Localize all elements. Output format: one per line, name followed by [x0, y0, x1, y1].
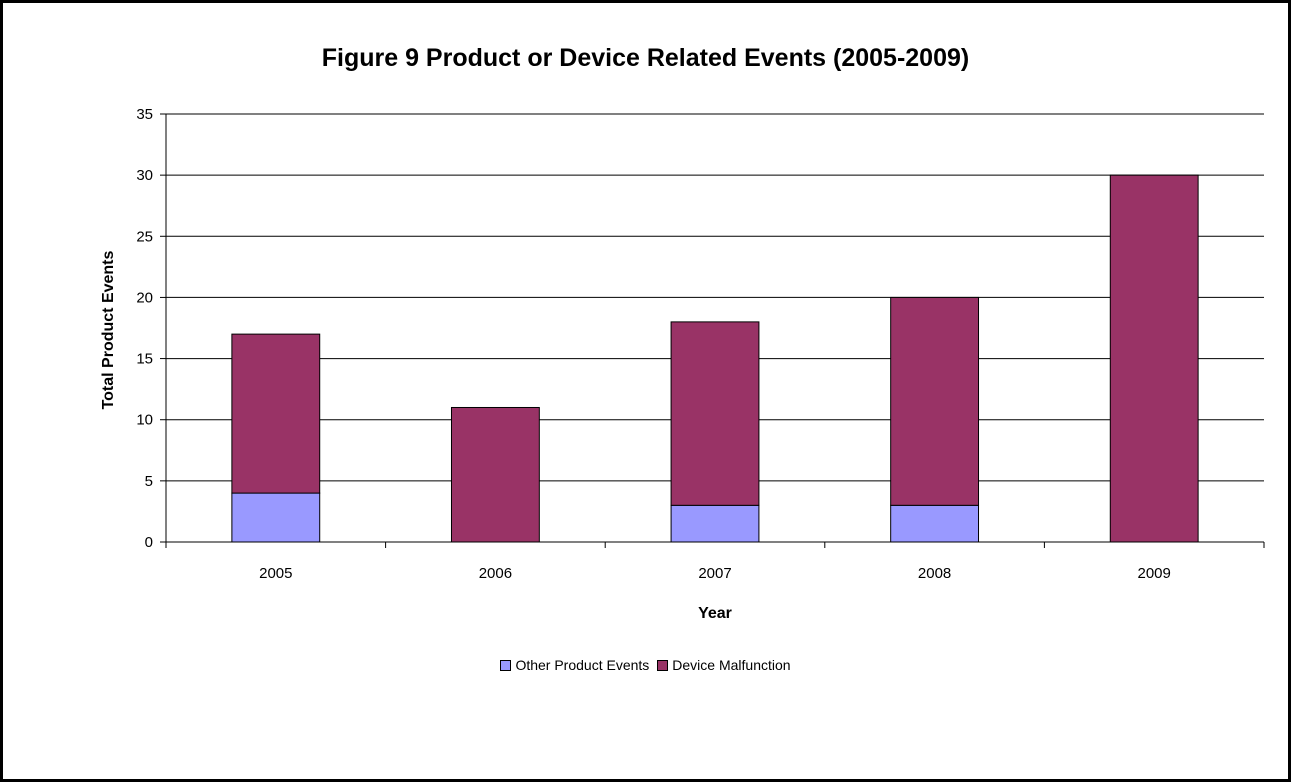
- legend-item-other-product-events: Other Product Events: [500, 657, 649, 673]
- x-tick-label: 2008: [918, 565, 951, 582]
- bar-2007-other-product-events: [670, 504, 760, 543]
- bar-2005-other-product-events: [231, 492, 321, 543]
- y-tick-label: 35: [136, 106, 153, 123]
- x-tick-label: 2005: [259, 565, 292, 582]
- legend: Other Product Events Device Malfunction: [0, 657, 1291, 673]
- y-tick-label: 15: [136, 351, 153, 368]
- bar-2007-device-malfunction: [670, 321, 760, 506]
- y-axis-title: Total Product Events: [100, 250, 117, 409]
- x-axis-title: Year: [698, 605, 732, 622]
- y-tick-label: 5: [145, 473, 153, 490]
- bar-2009-device-malfunction: [1109, 174, 1199, 543]
- legend-swatch-other-product-events: [500, 659, 512, 671]
- legend-item-device-malfunction: Device Malfunction: [657, 657, 791, 673]
- bar-2008-other-product-events: [890, 504, 980, 543]
- bar-2006-device-malfunction: [450, 406, 540, 543]
- chart-title: Figure 9 Product or Device Related Event…: [321, 44, 970, 72]
- bar-2008-device-malfunction: [890, 296, 980, 506]
- x-tick-label: 2009: [1138, 565, 1171, 582]
- y-tick-label: 10: [136, 412, 153, 429]
- bar-2005-device-malfunction: [231, 333, 321, 494]
- x-tick-label: 2007: [698, 565, 731, 582]
- y-tick-label: 30: [136, 167, 153, 184]
- legend-label-device-malfunction: Device Malfunction: [672, 657, 791, 673]
- legend-swatch-device-malfunction: [657, 659, 669, 671]
- legend-label-other-product-events: Other Product Events: [515, 657, 650, 673]
- y-tick-label: 20: [136, 289, 153, 306]
- y-tick-label: 0: [145, 534, 153, 551]
- x-tick-label: 2006: [479, 565, 512, 582]
- y-tick-label: 25: [136, 228, 153, 245]
